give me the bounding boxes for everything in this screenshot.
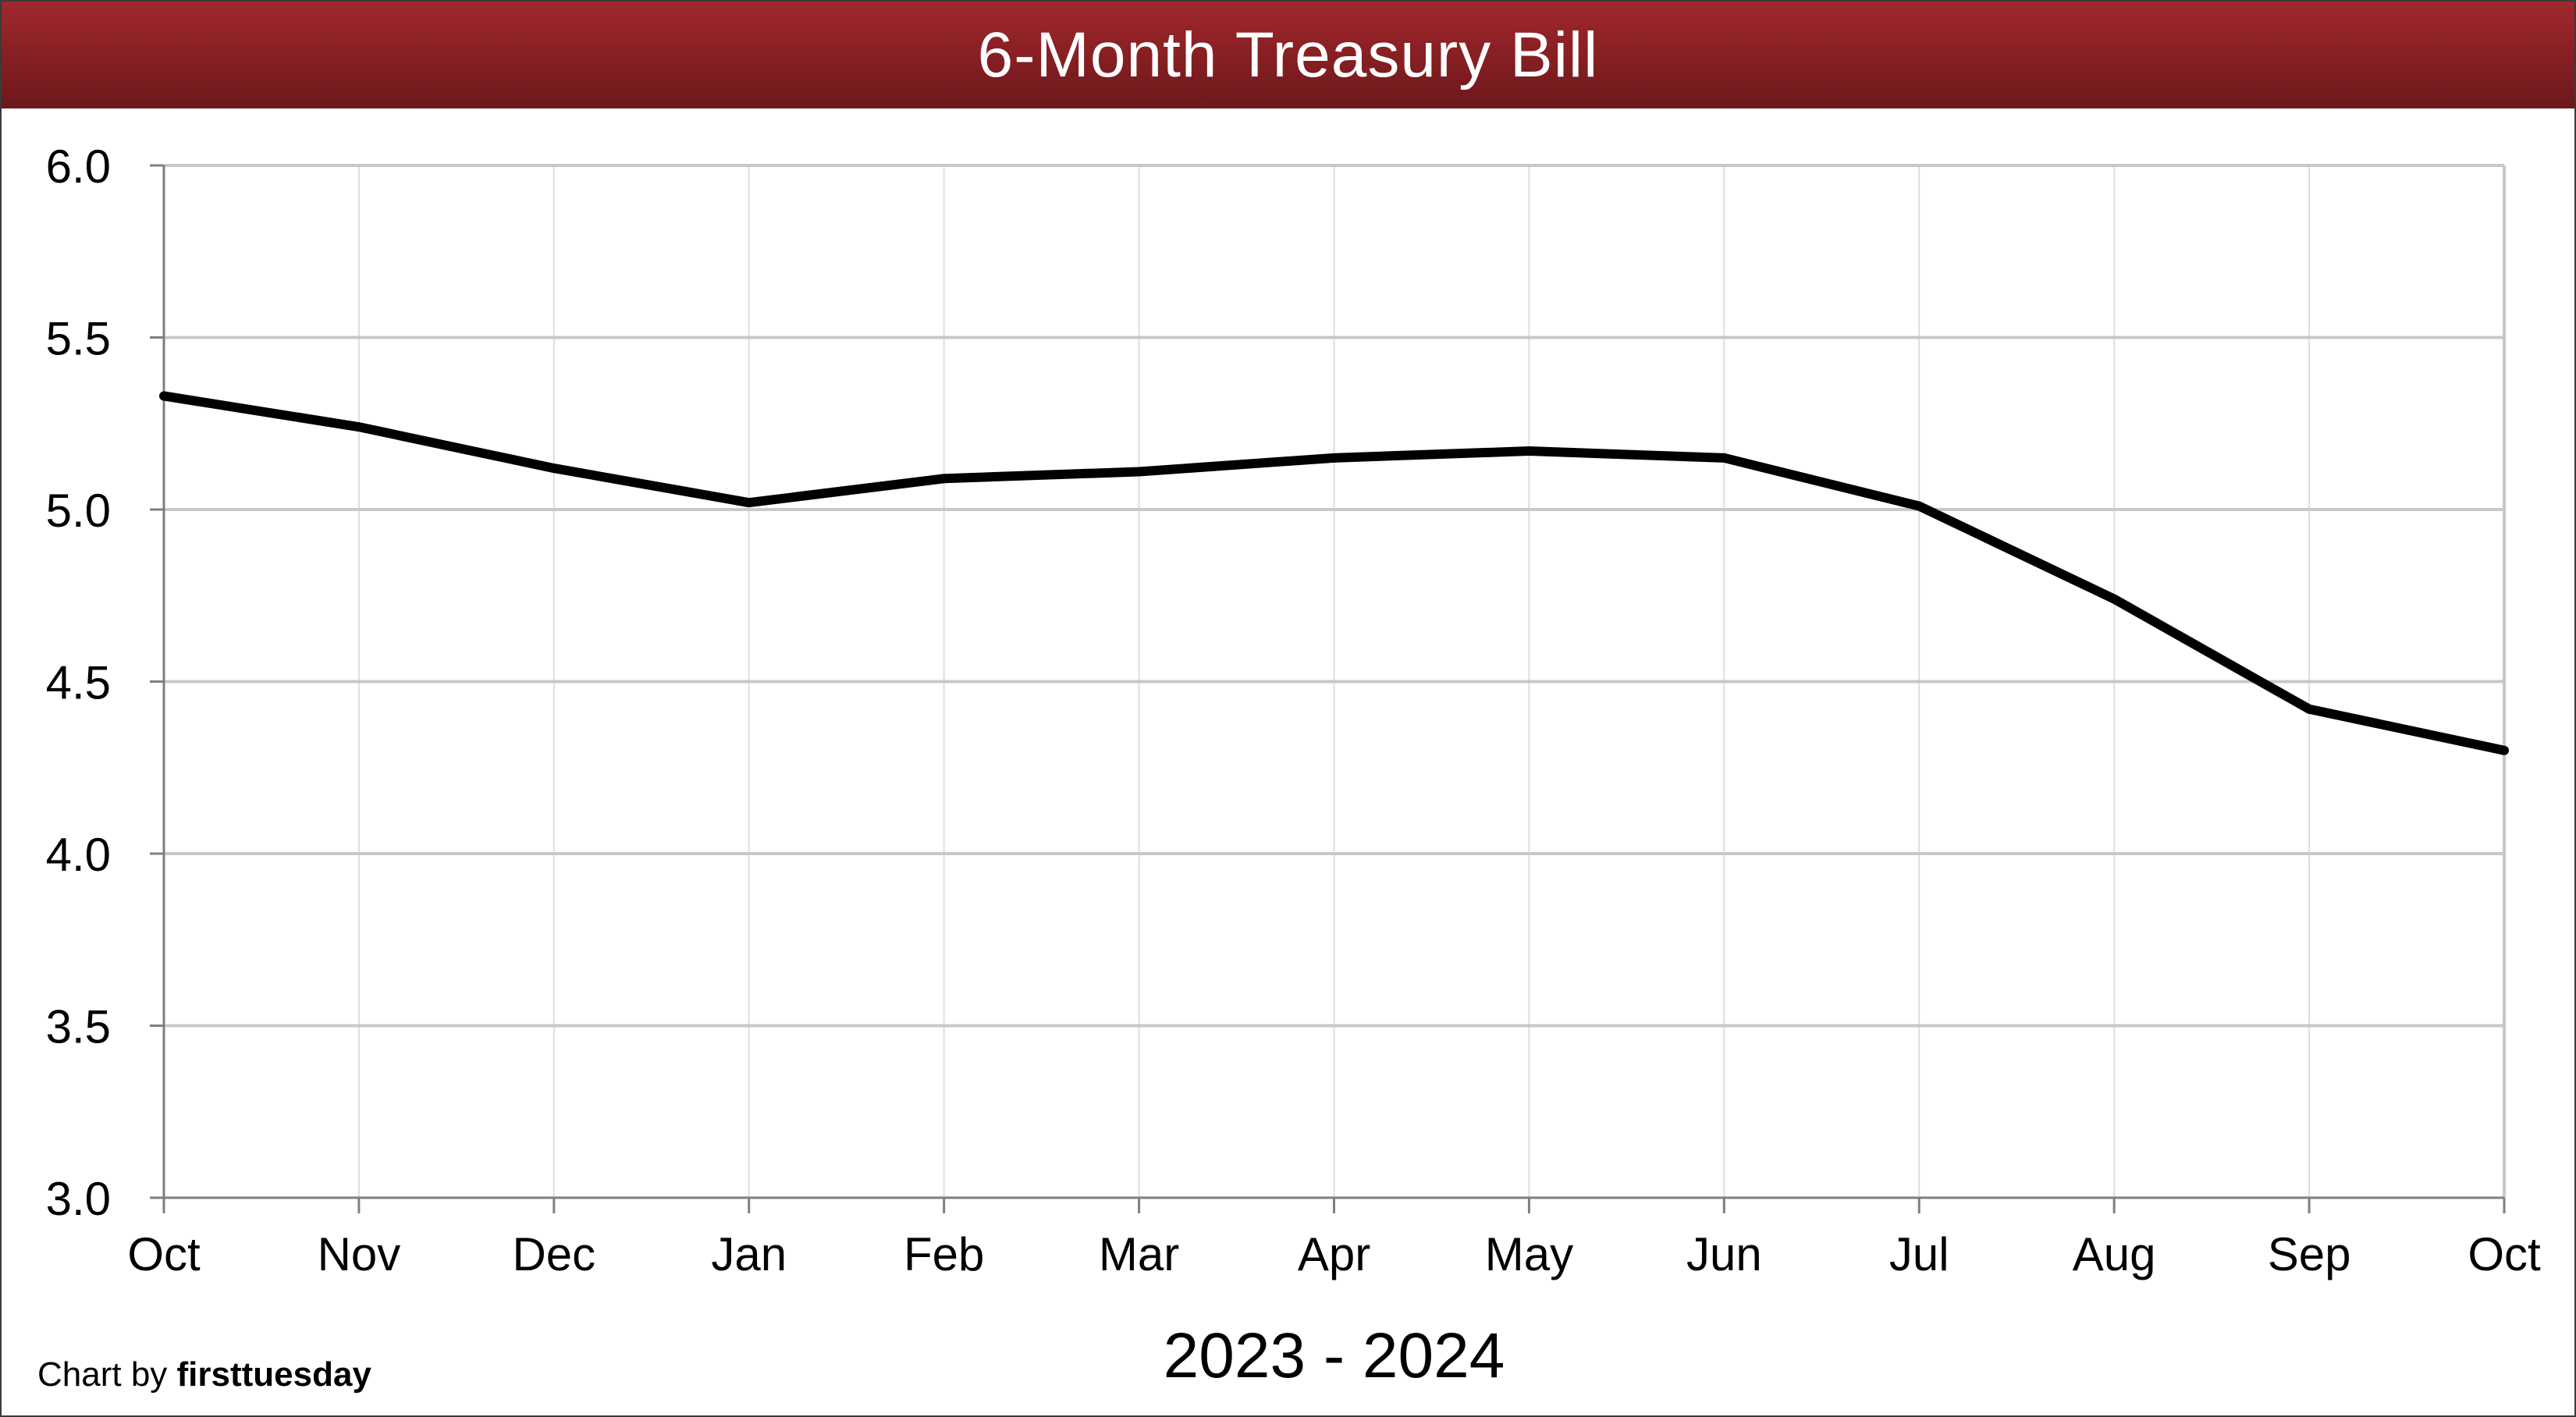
data-point (2304, 704, 2315, 714)
y-tick-label: 4.0 (46, 829, 111, 881)
x-tick-label: Sep (2268, 1228, 2351, 1280)
x-tick-label: Nov (318, 1228, 401, 1280)
chart-title: 6-Month Treasury Bill (977, 19, 1599, 91)
data-point (1329, 453, 1339, 463)
data-point (2500, 745, 2509, 755)
chart-credit: Chart by firsttuesday (37, 1355, 371, 1394)
data-point (939, 474, 949, 484)
x-tick-label: Jan (711, 1228, 787, 1280)
x-tick-label: Aug (2073, 1228, 2156, 1280)
x-tick-label: Feb (904, 1228, 984, 1280)
x-tick-label: May (1485, 1228, 1573, 1280)
credit-brand: firsttuesday (176, 1355, 371, 1394)
y-tick-label: 6.0 (46, 140, 111, 193)
x-tick-label: Oct (127, 1228, 201, 1280)
y-tick-label: 3.5 (46, 1001, 111, 1053)
x-tick-label: Oct (2468, 1228, 2541, 1280)
x-axis-title: 2023 - 2024 (1164, 1320, 1505, 1391)
data-point (1914, 501, 1924, 511)
data-point (2109, 594, 2119, 604)
data-point (1719, 453, 1729, 463)
credit-prefix: Chart by (37, 1355, 168, 1394)
x-tick-label: Dec (512, 1228, 595, 1280)
data-point (354, 422, 364, 432)
x-tick-label: Jul (1889, 1228, 1949, 1280)
y-tick-label: 3.0 (46, 1173, 111, 1225)
data-point (744, 498, 754, 508)
x-tick-label: Jun (1686, 1228, 1762, 1280)
x-tick-label: Apr (1298, 1228, 1370, 1280)
data-point (1524, 446, 1534, 456)
y-tick-label: 5.5 (46, 313, 111, 365)
y-tick-label: 4.5 (46, 657, 111, 709)
data-point (159, 391, 169, 401)
x-tick-label: Mar (1099, 1228, 1179, 1280)
title-bar: 6-Month Treasury Bill (2, 2, 2574, 108)
data-point (549, 463, 559, 474)
y-tick-label: 5.0 (46, 485, 111, 537)
data-point (1134, 467, 1144, 477)
